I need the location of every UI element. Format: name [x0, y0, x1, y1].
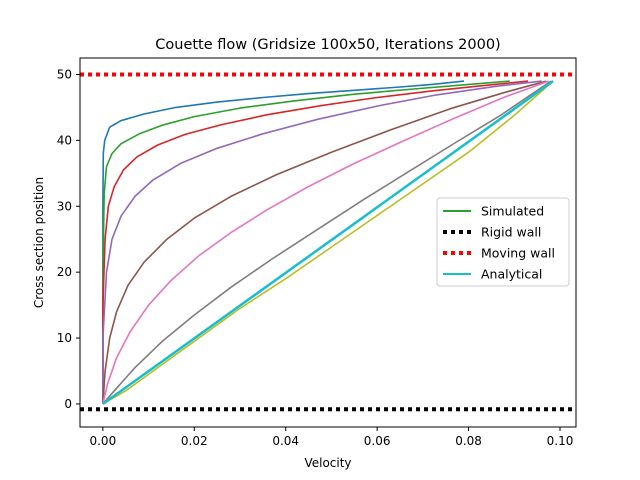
series-line-3	[102, 80, 542, 404]
y-tick-label: 20	[57, 265, 72, 279]
y-tick-label: 40	[57, 133, 72, 147]
series-line-11	[102, 80, 554, 405]
y-axis-label: Cross section position	[32, 177, 46, 308]
y-tick-label: 0	[64, 397, 72, 411]
plot-frame	[79, 57, 577, 428]
legend-label: Analytical	[481, 267, 542, 282]
x-tick-label: 0.10	[547, 434, 574, 448]
series-line-6	[102, 80, 552, 405]
y-tick-label: 30	[57, 199, 72, 213]
legend: Simulated Rigid wall Moving wall Analytical	[436, 197, 570, 287]
series-line-0	[102, 80, 465, 404]
x-tick-label: 0.00	[89, 434, 116, 448]
series-line-2	[102, 80, 529, 404]
x-tick-label: 0.02	[181, 434, 208, 448]
series-line-1	[102, 80, 510, 404]
x-tick-label: 0.08	[455, 434, 482, 448]
series-line-5	[102, 80, 549, 405]
legend-box	[436, 197, 570, 287]
legend-label: Simulated	[481, 204, 544, 219]
y-axis-ticks: 0 10 20 30 40 50	[57, 67, 80, 411]
legend-label: Moving wall	[481, 246, 555, 261]
chart-title: Couette flow (Gridsize 100x50, Iteration…	[155, 37, 500, 53]
x-axis-label: Velocity	[304, 456, 351, 470]
series-line-4	[102, 80, 547, 404]
x-tick-label: 0.06	[364, 434, 391, 448]
legend-label: Rigid wall	[481, 225, 541, 240]
series-line-7	[102, 80, 554, 405]
x-tick-label: 0.04	[272, 434, 299, 448]
x-axis-ticks: 0.00 0.02 0.04 0.06 0.08 0.10	[89, 427, 573, 448]
y-tick-label: 50	[57, 67, 72, 81]
series-layer	[80, 72, 576, 412]
y-tick-label: 10	[57, 331, 72, 345]
